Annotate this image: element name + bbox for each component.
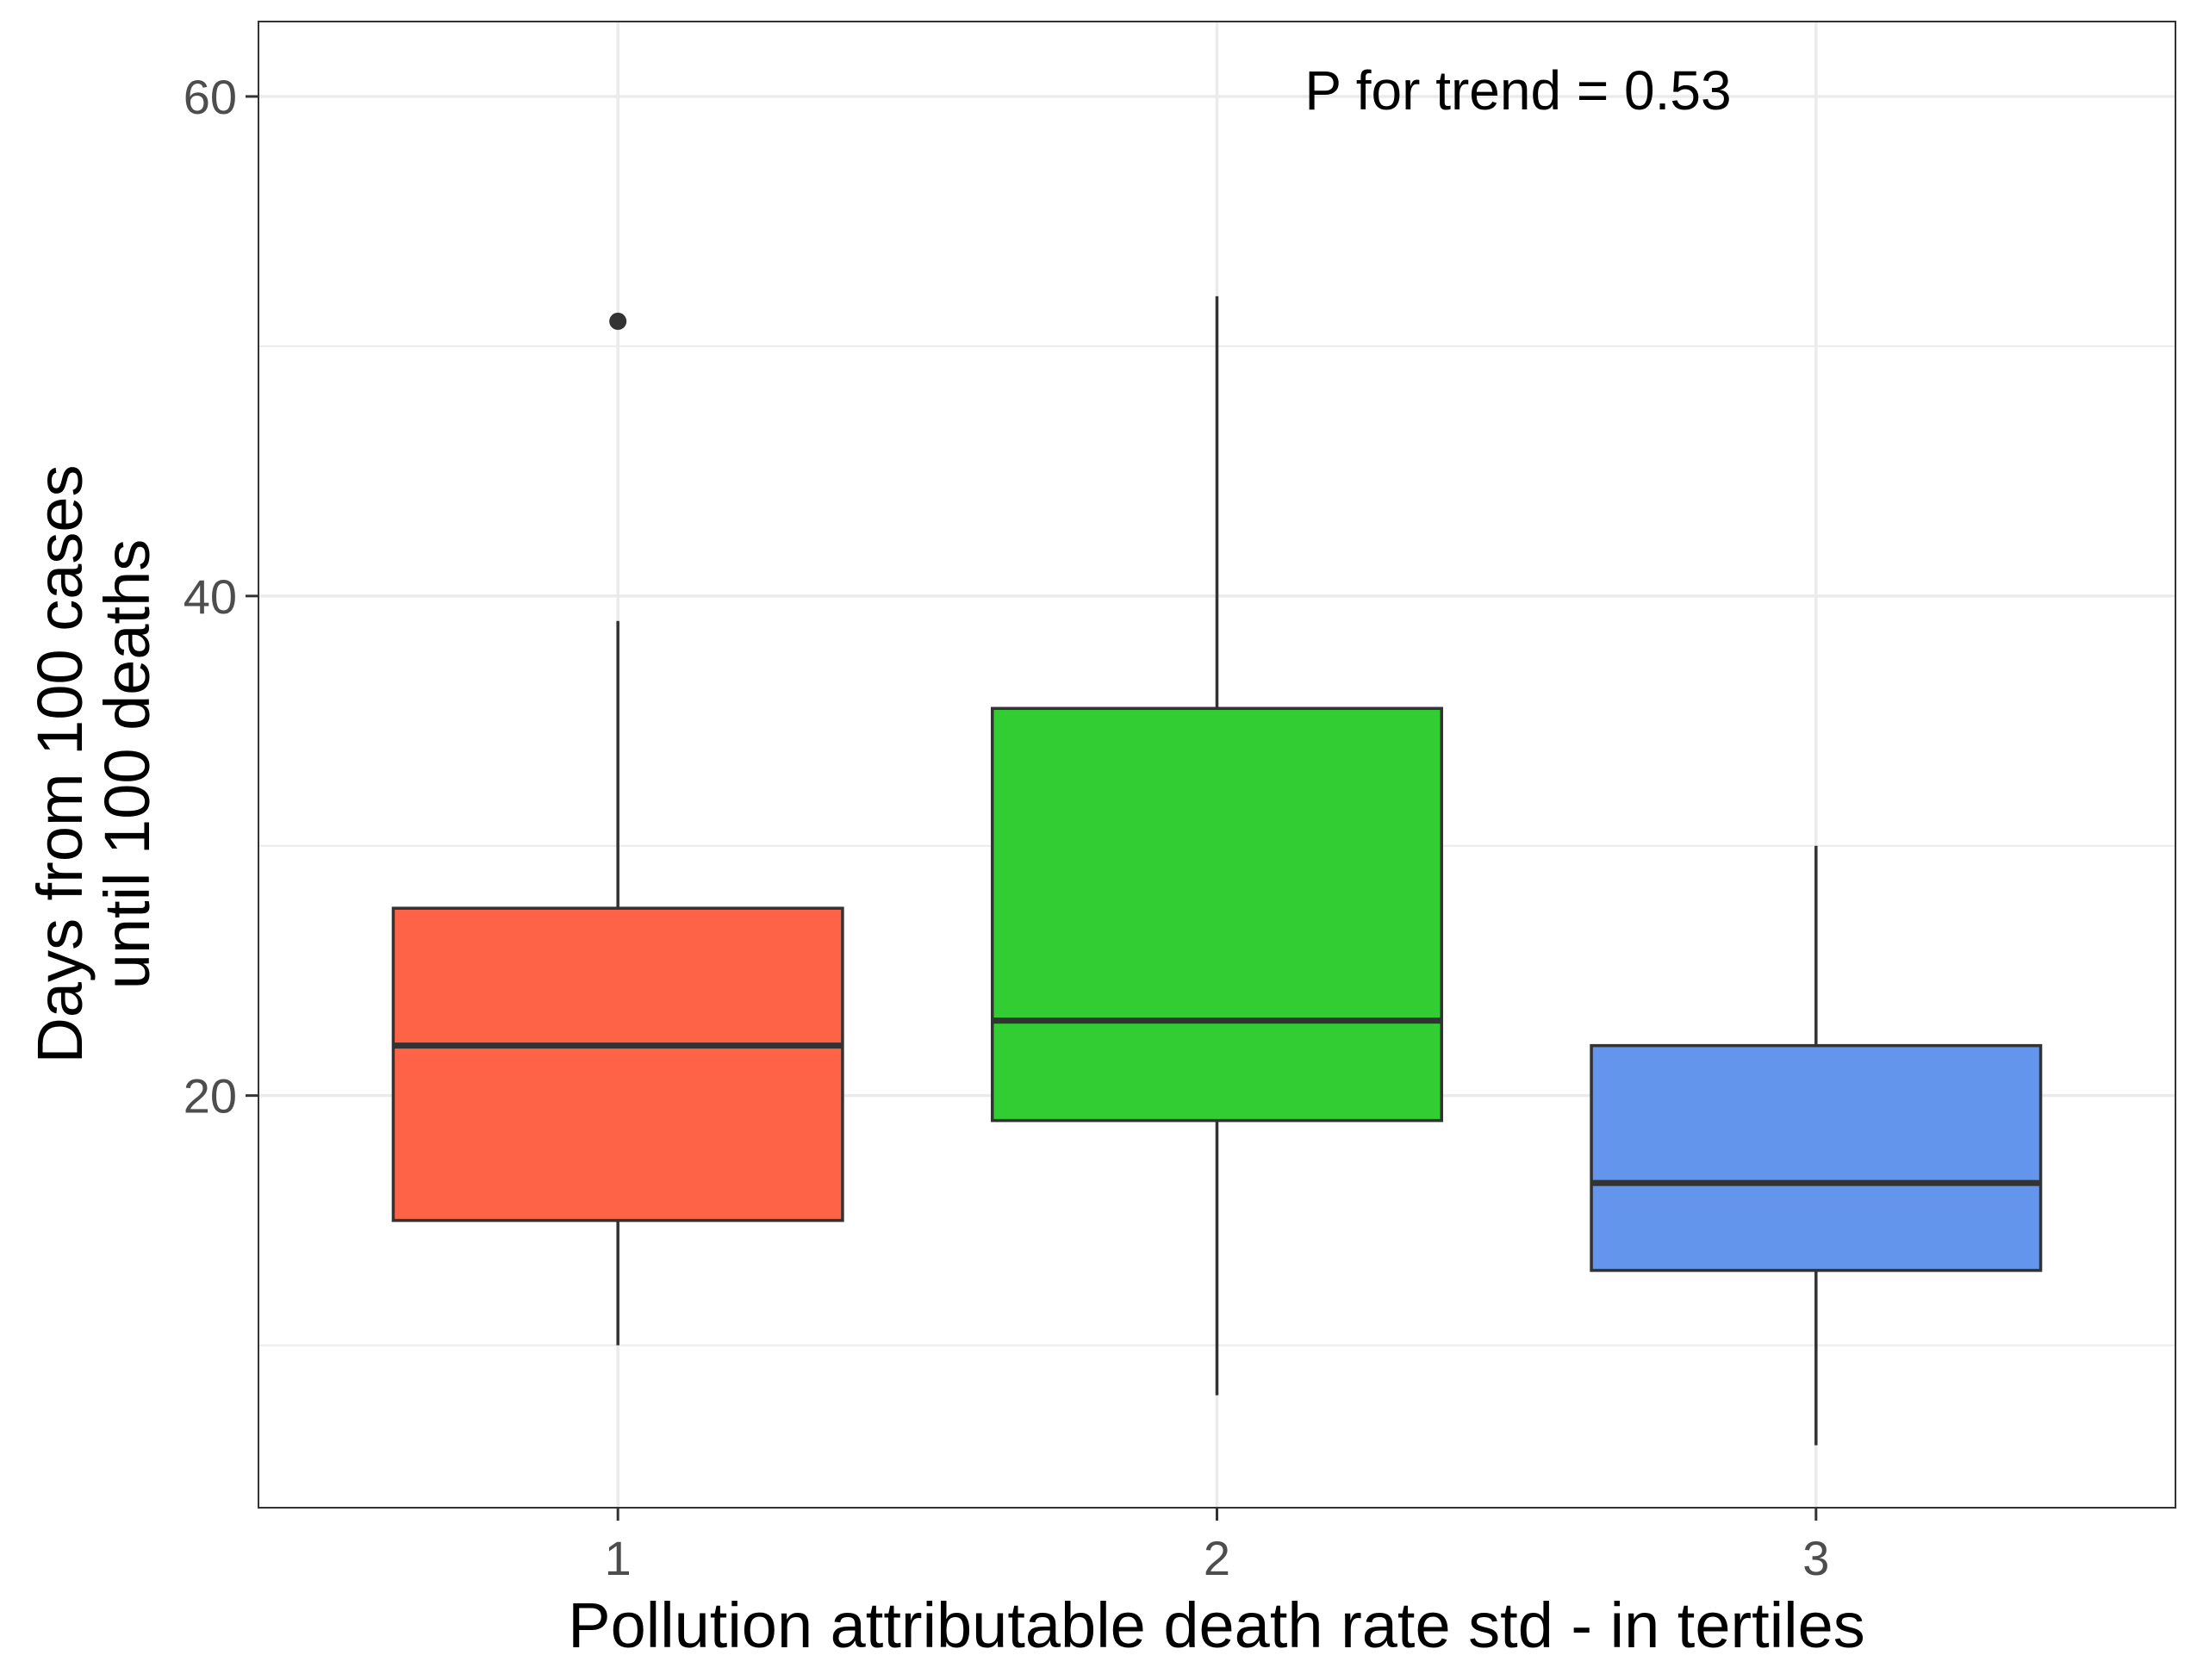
- box: [1590, 1043, 2043, 1272]
- box: [391, 906, 844, 1223]
- box-group-1: [391, 312, 844, 1346]
- y-axis-title: Days from 100 cases until 100 deaths: [24, 464, 163, 1063]
- y-tick-label: 20: [184, 1069, 237, 1123]
- box: [991, 706, 1443, 1123]
- trend-annotation: P for trend = 0.53: [1304, 59, 1731, 121]
- x-axis: 1 2 3: [605, 1508, 1829, 1585]
- y-axis-title-line-2: until 100 deaths: [91, 539, 163, 990]
- x-tick-label: 2: [1204, 1531, 1230, 1585]
- y-axis-title-line-1: Days from 100 cases: [24, 464, 96, 1063]
- x-axis-title: Pollution attributable death rate std - …: [568, 1590, 1865, 1661]
- boxes: [391, 296, 2043, 1446]
- x-tick-label: 3: [1802, 1531, 1829, 1585]
- x-tick-label: 1: [605, 1531, 632, 1585]
- y-tick-label: 60: [184, 70, 237, 124]
- box-group-3: [1590, 845, 2043, 1446]
- outlier-point: [609, 312, 627, 330]
- y-axis: 20 40 60: [184, 70, 258, 1123]
- box-group-2: [991, 296, 1443, 1396]
- y-tick-label: 40: [184, 569, 237, 624]
